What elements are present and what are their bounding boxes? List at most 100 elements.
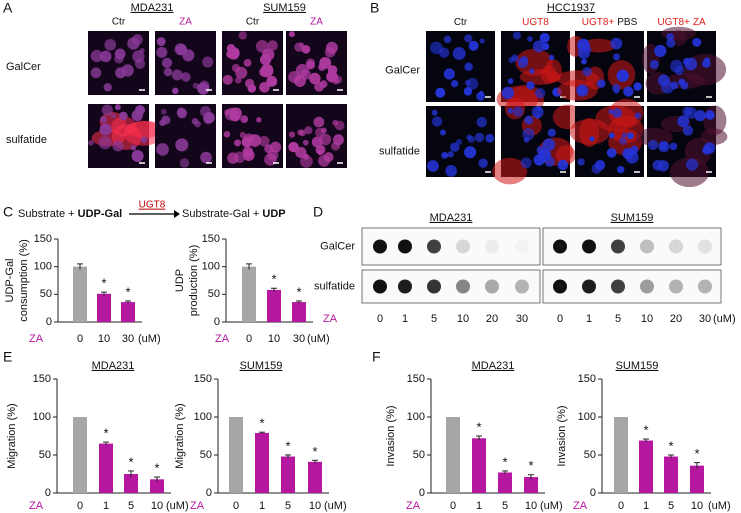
nucleus [608,109,614,115]
nucleus [577,38,590,52]
blot-dot [640,239,654,254]
nucleus [464,79,471,86]
y-tick-label: 150 [34,233,52,245]
nucleus [522,127,535,141]
nucleus [134,58,146,69]
nucleus [234,139,242,147]
x-prefix: ZA [573,500,588,512]
significance: * [668,438,673,453]
y-tick-label: 0 [45,487,51,499]
chart-title: MDA231 [92,360,135,372]
significance: * [694,446,699,461]
x-tick-label: 1 [259,500,265,512]
nucleus [512,31,522,40]
bar [242,266,256,322]
nucleus [238,31,247,40]
nucleus [520,157,532,169]
nucleus [608,132,615,139]
panel-letter: E [3,349,12,365]
lane-label: 30 [516,313,528,325]
bar [73,417,87,493]
lane-label: 5 [431,313,437,325]
nucleus [121,64,134,77]
nucleus [610,37,623,50]
micrograph [222,104,283,168]
nucleus [682,106,692,117]
blot-dot [485,239,499,254]
row-label: sulfatide [6,134,47,146]
nucleus [536,106,542,112]
bar [498,472,512,493]
lane-label: 1 [586,313,592,325]
blot-dot [669,239,683,254]
blot-dot [611,239,625,254]
nucleus [140,136,148,144]
column-title-part: UGT8+ [582,17,615,28]
nucleus [619,71,629,81]
blot-dot [640,279,654,294]
nucleus [507,78,514,84]
y-axis-label: Invasion (%) [385,405,397,466]
lane-label: 5 [615,313,621,325]
nucleus [110,112,117,119]
nucleus [231,63,241,73]
y-axis-label: UDP-Gal [4,258,16,302]
nucleus [478,91,484,97]
nucleus [228,107,238,117]
nucleus [288,31,295,38]
nucleus [534,112,541,119]
nucleus [467,135,475,143]
column-title-part: Ctr [454,17,468,28]
bar [308,461,322,493]
blot-dot [698,239,712,254]
nucleus [613,53,621,61]
column-title-part: UGT8+ [657,17,690,28]
significance: * [643,422,648,437]
x-prefix: ZA [215,333,230,345]
chart-title: SUM159 [240,360,283,372]
nucleus [529,68,535,74]
nucleus [589,136,595,142]
row-label: GalCer [6,61,41,73]
blot-dot [669,279,683,294]
y-tick-label: 150 [407,373,425,385]
bar [472,438,486,493]
nucleus [616,165,625,174]
y-axis-label: UDP [174,269,186,292]
nucleus [526,81,535,90]
bar [292,302,306,322]
nucleus [427,160,439,172]
nucleus [332,134,344,146]
nucleus [114,53,124,64]
y-tick-label: 100 [194,411,212,423]
reaction-arrowhead [174,210,180,218]
bar [690,465,704,493]
bar [124,474,138,493]
nucleus [243,58,252,67]
nucleus [299,129,306,137]
x-tick-label: 10 [268,333,280,345]
nucleus [114,104,121,111]
nucleus [112,140,124,152]
lane-label: 1 [402,313,408,325]
nucleus [613,88,620,94]
nucleus [463,87,473,96]
nucleus [130,145,137,151]
nucleus [156,37,166,47]
nucleus [619,136,627,145]
nucleus [319,80,328,88]
nucleus [171,87,179,95]
x-tick-label: 1 [103,500,109,512]
y-tick-label: 0 [419,487,425,499]
nucleus [318,63,326,71]
nucleus [309,72,321,85]
column-title: ZA [179,17,192,28]
nucleus [223,130,231,138]
nucleus [533,154,545,166]
significance: * [125,284,130,299]
x-prefix: ZA [323,313,338,325]
row-label: GalCer [385,64,420,76]
x-unit: (uM) [708,500,731,512]
nucleus [240,115,249,124]
